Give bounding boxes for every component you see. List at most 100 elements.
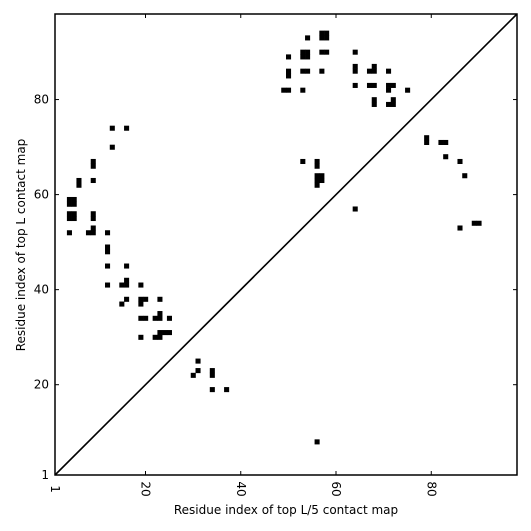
contact-point xyxy=(157,315,163,321)
contact-point xyxy=(209,372,215,378)
contact-point xyxy=(157,330,163,336)
contact-point xyxy=(319,177,325,184)
contact-point xyxy=(124,296,130,302)
contact-point xyxy=(319,49,325,55)
contact-point xyxy=(166,315,172,321)
contact-point xyxy=(66,230,72,236)
contact-point xyxy=(195,368,201,374)
y-axis-ticks: 1 20 40 60 80 xyxy=(34,93,517,482)
y-tick-label: 20 xyxy=(34,378,49,392)
y-axis-label: Residue index of top L contact map xyxy=(14,139,28,352)
contact-point xyxy=(157,311,163,317)
contact-point xyxy=(300,68,306,74)
contact-point xyxy=(424,135,430,141)
contact-point xyxy=(124,125,130,131)
contact-point xyxy=(105,282,111,288)
contact-point xyxy=(66,201,72,207)
contact-point xyxy=(138,315,144,321)
contact-point xyxy=(109,144,115,150)
y-tick-label: 1 xyxy=(41,468,49,482)
contact-point xyxy=(319,173,325,179)
contact-point xyxy=(71,211,77,217)
contact-points xyxy=(66,30,482,445)
contact-point xyxy=(162,330,168,336)
contact-point xyxy=(138,296,144,302)
contact-point xyxy=(76,177,82,184)
contact-point xyxy=(119,301,125,307)
contact-point xyxy=(152,315,158,321)
contact-point xyxy=(462,173,468,179)
contact-point xyxy=(314,163,320,169)
contact-point xyxy=(286,68,292,74)
contact-point xyxy=(109,125,115,131)
contact-point xyxy=(371,68,377,74)
contact-point xyxy=(119,282,125,288)
contact-point xyxy=(286,54,292,60)
contact-point xyxy=(371,97,377,103)
contact-point xyxy=(443,139,449,145)
contact-point xyxy=(390,101,396,107)
contact-point xyxy=(224,387,230,393)
contact-point xyxy=(386,82,392,88)
contact-point xyxy=(195,358,201,364)
contact-point xyxy=(124,263,130,269)
contact-point xyxy=(352,82,358,88)
contact-point xyxy=(352,68,358,74)
contact-point xyxy=(157,334,163,340)
contact-point xyxy=(90,225,96,231)
x-tick-label: 80 xyxy=(424,481,438,496)
contact-point xyxy=(138,301,144,307)
contact-point xyxy=(66,215,72,222)
contact-point xyxy=(405,87,411,93)
contact-point xyxy=(314,182,320,188)
contact-point xyxy=(105,230,111,236)
contact-point xyxy=(90,163,96,169)
contact-point xyxy=(305,49,311,55)
contact-point xyxy=(143,296,149,302)
contact-point xyxy=(90,211,96,217)
y-tick-label: 60 xyxy=(34,188,49,202)
contact-point xyxy=(85,230,92,236)
contact-point xyxy=(286,87,292,93)
contact-point xyxy=(209,387,215,393)
plot-frame xyxy=(54,13,518,476)
diagonal-line xyxy=(54,13,518,476)
contact-point xyxy=(90,215,96,222)
y-tick-label: 80 xyxy=(34,93,49,107)
contact-point xyxy=(471,220,477,226)
contact-point xyxy=(66,196,72,203)
contact-point xyxy=(390,82,396,88)
contact-point xyxy=(71,215,77,222)
contact-point xyxy=(324,49,330,55)
contact-point xyxy=(314,177,320,184)
contact-point xyxy=(71,196,77,203)
contact-point xyxy=(90,158,96,165)
contact-point xyxy=(305,68,311,74)
contact-point xyxy=(319,30,325,36)
contact-point xyxy=(366,68,373,74)
contact-point xyxy=(305,54,311,60)
contact-point xyxy=(138,282,144,288)
contact-point xyxy=(76,182,82,188)
contact-point xyxy=(438,139,444,145)
contact-point xyxy=(305,35,311,41)
contact-point xyxy=(366,82,373,88)
contact-point xyxy=(352,63,358,69)
contact-point xyxy=(352,49,358,55)
contact-point xyxy=(124,282,130,288)
contact-point xyxy=(166,330,172,336)
contact-point xyxy=(386,87,392,93)
contact-point xyxy=(286,73,292,79)
contact-point xyxy=(390,97,396,103)
contact-point xyxy=(300,54,306,60)
contact-point xyxy=(71,201,77,207)
contact-point xyxy=(143,315,149,321)
x-axis-label: Residue index of top L/5 contact map xyxy=(174,503,398,517)
contact-point xyxy=(300,49,306,55)
contact-point xyxy=(324,30,330,36)
contact-point xyxy=(314,158,320,165)
contact-point xyxy=(157,296,163,302)
contact-point xyxy=(371,82,377,88)
x-tick-label: 60 xyxy=(329,481,343,496)
